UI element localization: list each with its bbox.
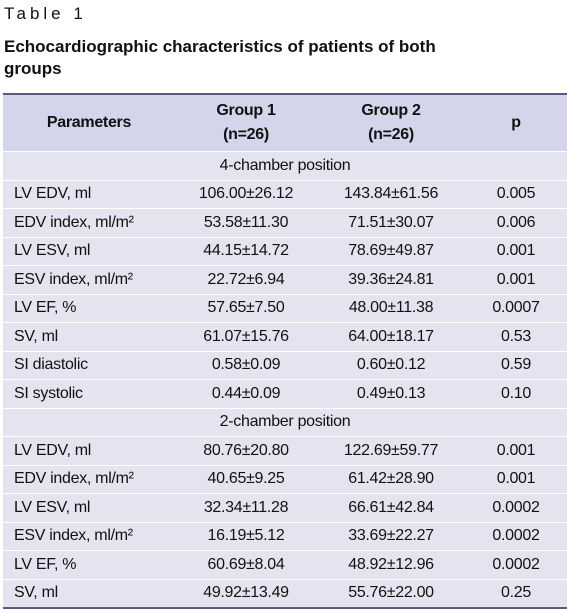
parameter-cell: LV EDV, ml: [3, 180, 175, 209]
parameter-cell: SI systolic: [3, 379, 175, 409]
value-cell: 33.69±22.27: [317, 522, 465, 551]
value-cell: 48.00±11.38: [317, 294, 465, 323]
value-cell: 0.0002: [465, 493, 567, 523]
parameter-cell: ESV index, ml/m²: [3, 522, 175, 551]
value-cell: 71.51±30.07: [317, 208, 465, 238]
parameter-cell: ESV index, ml/m²: [3, 265, 175, 295]
parameter-cell: SV, ml: [3, 322, 175, 352]
data-row: SV, ml 61.07±15.76 64.00±18.17 0.53: [3, 322, 567, 352]
value-cell: 61.42±28.90: [317, 465, 465, 494]
header-cell: Group 2 (n=26): [317, 94, 465, 152]
value-cell: 0.25: [465, 579, 567, 609]
value-cell: 53.58±11.30: [175, 208, 317, 238]
value-cell: 16.19±5.12: [175, 522, 317, 551]
header-text: Group 2: [361, 102, 421, 119]
value-cell: 61.07±15.76: [175, 322, 317, 352]
section-title: 4-chamber position: [3, 151, 567, 181]
header-row: Parameters Group 1 (n=26) Group 2 (n=26) p: [3, 94, 567, 152]
value-cell: 106.00±26.12: [175, 180, 317, 209]
value-cell: 60.69±8.04: [175, 550, 317, 580]
value-cell: 49.92±13.49: [175, 579, 317, 609]
parameter-cell: LV EF, %: [3, 294, 175, 323]
value-cell: 0.001: [465, 265, 567, 295]
value-cell: 48.92±12.96: [317, 550, 465, 580]
data-row: ESV index, ml/m² 22.72±6.94 39.36±24.81 0.0…: [3, 265, 567, 295]
value-cell: 0.49±0.13: [317, 379, 465, 409]
table-title: Echocardiographic characteristics of pat…: [4, 37, 436, 78]
value-cell: 0.10: [465, 379, 567, 409]
value-cell: 0.0002: [465, 522, 567, 551]
value-cell: 22.72±6.94: [175, 265, 317, 295]
data-row: LV EF, % 60.69±8.04 48.92±12.96 0.0002: [3, 550, 567, 580]
data-row: LV EDV, ml 80.76±20.80 122.69±59.77 0.001: [3, 436, 567, 466]
value-cell: 0.53: [465, 322, 567, 352]
data-row: EDV index, ml/m² 53.58±11.30 71.51±30.07 0.…: [3, 208, 567, 238]
header-text: (n=26): [223, 126, 269, 143]
value-cell: 0.44±0.09: [175, 379, 317, 409]
header-text: Group 1: [216, 102, 276, 119]
section-row: 2-chamber position: [3, 408, 567, 437]
parameter-cell: LV ESV, ml: [3, 237, 175, 266]
parameter-cell: SV, ml: [3, 579, 175, 609]
value-cell: 66.61±42.84: [317, 493, 465, 523]
header-cell: p: [465, 94, 567, 152]
parameter-cell: LV EF, %: [3, 550, 175, 580]
value-cell: 64.00±18.17: [317, 322, 465, 352]
data-row: LV EF, % 57.65±7.50 48.00±11.38 0.0007: [3, 294, 567, 323]
value-cell: 80.76±20.80: [175, 436, 317, 466]
header-text: p: [511, 114, 521, 131]
value-cell: 40.65±9.25: [175, 465, 317, 494]
table-body: 4-chamber position LV EDV, ml 106.00±26.12…: [3, 151, 567, 609]
data-row: LV EDV, ml 106.00±26.12 143.84±61.56 0.005: [3, 180, 567, 209]
data-row: SI systolic 0.44±0.09 0.49±0.13 0.10: [3, 379, 567, 409]
value-cell: 0.60±0.12: [317, 351, 465, 380]
header-text: Parameters: [46, 114, 132, 131]
parameter-cell: EDV index, ml/m²: [3, 465, 175, 494]
value-cell: 55.76±22.00: [317, 579, 465, 609]
value-cell: 0.0007: [465, 294, 567, 323]
header-cell: Group 1 (n=26): [175, 94, 317, 152]
header-cell: Parameters: [3, 94, 175, 152]
value-cell: 78.69±49.87: [317, 237, 465, 266]
value-cell: 143.84±61.56: [317, 180, 465, 209]
section-title: 2-chamber position: [3, 408, 567, 437]
header-text: (n=26): [368, 126, 414, 143]
value-cell: 122.69±59.77: [317, 436, 465, 466]
parameter-cell: EDV index, ml/m²: [3, 208, 175, 238]
data-row: SV, ml 49.92±13.49 55.76±22.00 0.25: [3, 579, 567, 609]
value-cell: 0.001: [465, 237, 567, 266]
parameter-cell: SI diastolic: [3, 351, 175, 380]
data-row: ESV index, ml/m² 16.19±5.12 33.69±22.27 0.0…: [3, 522, 567, 551]
data-row: LV ESV, ml 44.15±14.72 78.69±49.87 0.001: [3, 237, 567, 266]
value-cell: 0.005: [465, 180, 567, 209]
table-label: Table 1: [4, 4, 87, 23]
data-row: LV ESV, ml 32.34±11.28 66.61±42.84 0.0002: [3, 493, 567, 523]
value-cell: 0.001: [465, 465, 567, 494]
value-cell: 0.006: [465, 208, 567, 238]
value-cell: 44.15±14.72: [175, 237, 317, 266]
value-cell: 32.34±11.28: [175, 493, 317, 523]
value-cell: 0.001: [465, 436, 567, 466]
section-row: 4-chamber position: [3, 151, 567, 181]
data-row: EDV index, ml/m² 40.65±9.25 61.42±28.90 0.0…: [3, 465, 567, 494]
value-cell: 0.59: [465, 351, 567, 380]
value-cell: 57.65±7.50: [175, 294, 317, 323]
parameter-cell: LV ESV, ml: [3, 493, 175, 523]
data-table: Parameters Group 1 (n=26) Group 2 (n=26) p 4-…: [3, 93, 567, 609]
value-cell: 0.0002: [465, 550, 567, 580]
data-row: SI diastolic 0.58±0.09 0.60±0.12 0.59: [3, 351, 567, 380]
parameter-cell: LV EDV, ml: [3, 436, 175, 466]
value-cell: 39.36±24.81: [317, 265, 465, 295]
value-cell: 0.58±0.09: [175, 351, 317, 380]
